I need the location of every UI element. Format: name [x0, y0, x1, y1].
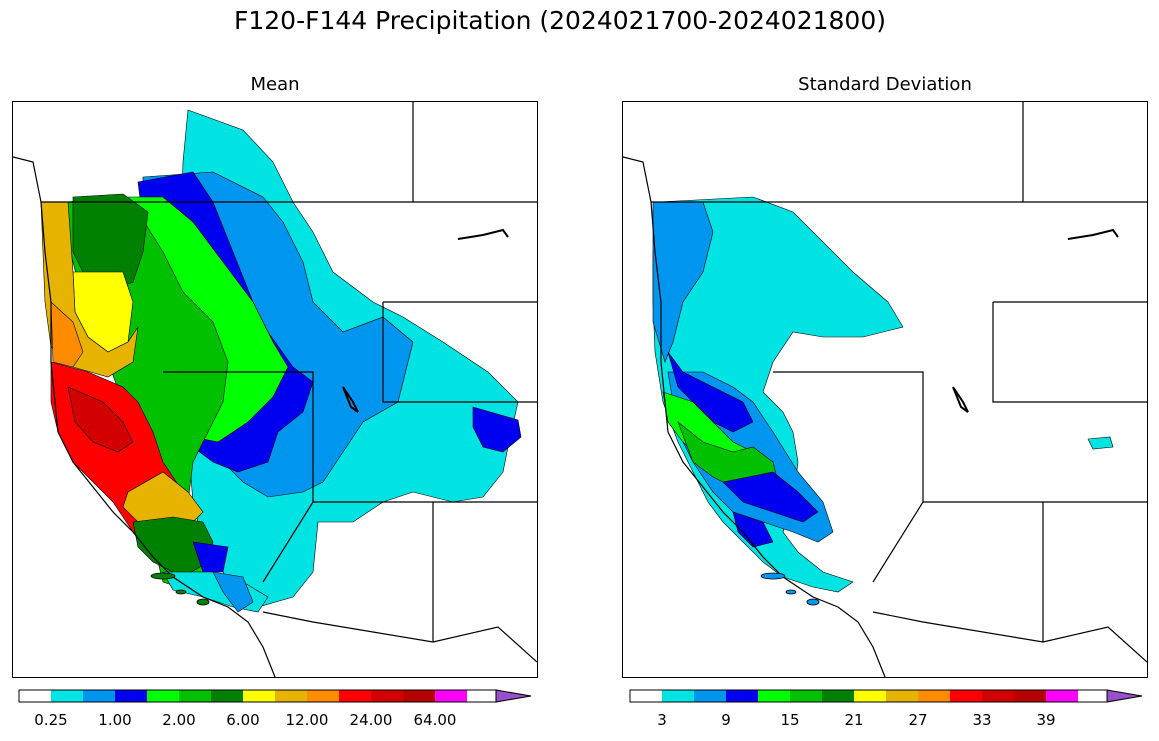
stddev-island [806, 598, 820, 606]
stddev-colorbar-cell [982, 690, 1014, 702]
mean-east-blue-region [472, 406, 522, 453]
stddev-cbar-tick-label: 3 [657, 711, 667, 729]
mean-islands [150, 572, 210, 606]
mean-cbar-tick-label: 64.00 [413, 711, 457, 729]
stddev-colorbar-cell [662, 690, 694, 702]
mean-dark-green-region [72, 193, 149, 293]
mean-orange-region [50, 301, 84, 368]
mean-colorbar-cells [19, 690, 467, 702]
mean-cbar-tick-label: 1.00 [98, 711, 132, 729]
mean-socal-blue-region [192, 541, 229, 573]
mean-colorbar-cell [435, 690, 467, 702]
mean-precip-fields [40, 109, 522, 613]
stddev-cbar-tick-label: 15 [780, 711, 800, 729]
stddev-light-blue-region [652, 201, 714, 363]
mean-coastline [13, 156, 276, 677]
stddev-colorbar-cell [918, 690, 950, 702]
stddev-cbar-tick-label: 33 [972, 711, 992, 729]
mean-island [196, 598, 210, 606]
stddev-colorbar [629, 689, 1143, 703]
stddev-cbar-tick-label: 27 [908, 711, 928, 729]
stddev-colorbar-cell [854, 690, 886, 702]
stddev-panel-title: Standard Deviation [798, 74, 972, 95]
mean-utah-border [313, 301, 537, 642]
mean-colorbar [18, 689, 532, 703]
stddev-cbar-tick-label: 39 [1036, 711, 1056, 729]
mean-mexico-border [262, 611, 537, 663]
stddev-map-svg [623, 102, 1147, 677]
stddev-colorbar-cell [630, 690, 662, 702]
mean-colorbar-cell [211, 690, 243, 702]
stddev-colorbar-cell [694, 690, 726, 702]
mean-colorbar-cell [115, 690, 147, 702]
stddev-precip-fields [652, 196, 1114, 593]
mean-island [175, 589, 187, 595]
mean-colorbar-cell [51, 690, 83, 702]
stddev-colorbar-cell [726, 690, 758, 702]
mean-island [150, 572, 176, 580]
stddev-colorbar-cell [1046, 690, 1078, 702]
mean-cbar-tick-label: 6.00 [226, 711, 260, 729]
mean-colorbar-cell [243, 690, 275, 702]
mean-colorbar-cell [275, 690, 307, 702]
mean-great-salt-lake [342, 386, 359, 413]
stddev-lake [1067, 228, 1119, 240]
mean-colorbar-cell [403, 690, 435, 702]
mean-map [12, 101, 538, 678]
mean-colorbar-cell [339, 690, 371, 702]
stddev-colorbar-cell [1014, 690, 1046, 702]
mean-colorbar-extend-arrow [495, 689, 532, 703]
stddev-island [760, 572, 786, 580]
mean-colorbar-cell [307, 690, 339, 702]
mean-panel-title: Mean [250, 74, 300, 95]
mean-map-svg [13, 102, 537, 677]
stddev-south-blue-region [722, 471, 819, 523]
mean-colorbar-outline [18, 689, 497, 703]
stddev-colorbar-cells [630, 690, 1078, 702]
mean-colorbar-cell [147, 690, 179, 702]
stddev-island [785, 589, 797, 595]
stddev-utah-border [923, 301, 1147, 642]
stddev-coastline [623, 156, 886, 677]
stddev-cbar-tick-label: 9 [721, 711, 731, 729]
stddev-colorbar-cell [822, 690, 854, 702]
stddev-colorbar-cell [950, 690, 982, 702]
mean-colorbar-cell [83, 690, 115, 702]
stddev-great-salt-lake [952, 386, 969, 413]
mean-boundaries [13, 102, 537, 677]
mean-cbar-tick-label: 0.25 [34, 711, 68, 729]
mean-nevada-border [163, 371, 314, 583]
stddev-dark-blue-region [667, 351, 754, 433]
mean-colorbar-cell [179, 690, 211, 702]
mean-socal-lightblue-region [212, 571, 254, 613]
stddev-colorbar-outline [629, 689, 1108, 703]
stddev-colorbar-extend-arrow [1106, 689, 1143, 703]
stddev-map [622, 101, 1148, 678]
stddev-nevada-border [773, 371, 924, 583]
mean-colorbar-ticks: 0.25 1.00 2.00 6.00 12.00 24.00 64.00 [18, 711, 532, 731]
mean-colorbar-cell [371, 690, 403, 702]
stddev-boundaries [623, 102, 1147, 677]
mean-lake [457, 228, 509, 240]
figure-title: F120-F144 Precipitation (2024021700-2024… [233, 6, 886, 35]
mean-dark-red-region [67, 386, 134, 453]
stddev-east-cyan-spot [1087, 436, 1114, 450]
mean-cbar-tick-label: 12.00 [285, 711, 329, 729]
stddev-islands [760, 572, 820, 606]
stddev-colorbar-cell [886, 690, 918, 702]
stddev-socal-blue-region [732, 511, 774, 548]
stddev-cbar-tick-label: 21 [844, 711, 864, 729]
mean-colorbar-cell [19, 690, 51, 702]
stddev-mexico-border [872, 611, 1147, 663]
mean-cbar-tick-label: 2.00 [162, 711, 196, 729]
mean-cbar-tick-label: 24.00 [349, 711, 393, 729]
stddev-colorbar-ticks: 3 9 15 21 27 33 39 [629, 711, 1143, 731]
stddev-colorbar-cell [758, 690, 790, 702]
stddev-colorbar-cell [790, 690, 822, 702]
